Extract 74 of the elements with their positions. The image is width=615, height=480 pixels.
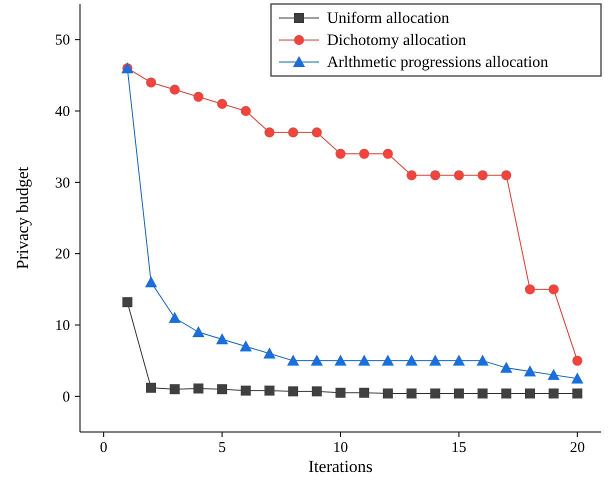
point	[430, 170, 440, 180]
point	[359, 148, 370, 159]
y-axis-title: Privacy budget	[13, 166, 32, 270]
point	[572, 388, 582, 398]
point	[170, 384, 180, 394]
legend-label: Arlthmetic progressions allocation	[327, 54, 548, 71]
point	[264, 127, 274, 138]
point	[500, 362, 512, 373]
point	[312, 386, 322, 396]
point	[478, 388, 488, 398]
point	[454, 388, 464, 398]
point	[145, 276, 158, 288]
y-tick-label: 20	[55, 246, 70, 263]
x-tick-label: 0	[100, 440, 108, 456]
x-tick-label: 10	[333, 440, 348, 456]
point	[193, 92, 204, 102]
y-tick-label: 0	[62, 389, 70, 406]
point	[217, 98, 228, 109]
point	[217, 384, 228, 394]
point	[263, 348, 276, 359]
point	[312, 127, 322, 138]
point	[336, 388, 346, 398]
point	[216, 333, 228, 344]
point	[382, 388, 393, 398]
point	[336, 148, 346, 159]
point	[240, 340, 252, 352]
point	[146, 77, 156, 88]
point	[240, 106, 251, 116]
y-tick-label: 40	[55, 104, 70, 120]
point	[524, 284, 535, 294]
point	[548, 284, 559, 294]
point	[287, 354, 300, 366]
x-tick-label: 20	[570, 440, 585, 456]
point	[406, 388, 417, 398]
point	[240, 386, 251, 396]
point	[168, 312, 181, 323]
x-axis-title: Iterations	[308, 457, 373, 476]
point	[501, 170, 512, 180]
legend-label: Uniform allocation	[327, 10, 450, 27]
point	[264, 386, 274, 396]
point	[476, 354, 489, 366]
y-tick-label: 10	[55, 318, 70, 334]
point	[334, 354, 346, 366]
point	[382, 354, 394, 366]
point	[478, 170, 488, 180]
point	[524, 365, 536, 376]
point	[406, 354, 418, 366]
point	[406, 170, 417, 180]
point	[146, 382, 156, 393]
point	[358, 354, 370, 366]
point	[170, 84, 180, 95]
point	[359, 388, 370, 398]
point	[548, 388, 559, 398]
point	[571, 372, 584, 384]
point	[310, 354, 323, 366]
point	[429, 354, 442, 366]
point	[548, 368, 560, 380]
point	[288, 127, 298, 138]
point	[572, 356, 582, 366]
point	[193, 383, 204, 394]
point	[524, 388, 535, 398]
point	[452, 354, 465, 366]
point	[454, 170, 464, 180]
point	[192, 326, 204, 338]
y-tick-label: 50	[55, 32, 70, 49]
point	[382, 148, 393, 159]
legend-label: Dichotomy allocation	[327, 32, 466, 49]
y-tick-label: 30	[55, 175, 70, 192]
x-tick-label: 5	[218, 440, 226, 456]
point	[430, 388, 440, 398]
point	[501, 388, 512, 398]
point	[122, 297, 132, 308]
point	[288, 386, 298, 396]
x-tick-label: 15	[451, 440, 466, 456]
